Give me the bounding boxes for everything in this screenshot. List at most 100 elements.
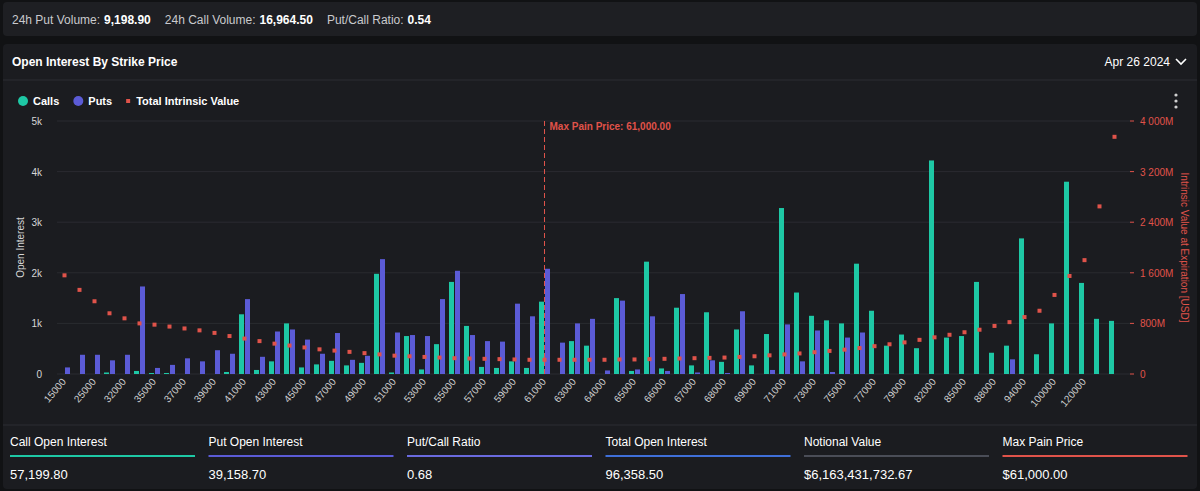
bar bbox=[1094, 319, 1099, 374]
y-tick-label: 2k bbox=[31, 268, 43, 279]
point bbox=[663, 357, 667, 361]
bar bbox=[164, 373, 169, 374]
bar bbox=[860, 333, 865, 374]
panel-title: Open Interest By Strike Price bbox=[12, 55, 178, 69]
bar bbox=[809, 316, 814, 374]
summary-value: 16,964.50 bbox=[260, 13, 314, 27]
point bbox=[918, 338, 922, 342]
bar bbox=[1010, 359, 1015, 374]
point bbox=[618, 357, 622, 361]
point bbox=[1098, 204, 1102, 208]
stat-value: 57,199.80 bbox=[10, 467, 68, 482]
bar bbox=[530, 316, 535, 374]
legend-label: Total Intrinsic Value bbox=[136, 95, 239, 107]
menu-dot[interactable] bbox=[1174, 93, 1177, 96]
x-tick-label: 100000 bbox=[1028, 376, 1058, 409]
point bbox=[858, 346, 862, 350]
x-tick-label: 63000 bbox=[552, 376, 579, 405]
bar bbox=[935, 374, 940, 375]
point bbox=[678, 357, 682, 361]
summary-label: 24h Call Volume: bbox=[165, 13, 256, 27]
bar bbox=[554, 374, 559, 375]
bar bbox=[194, 374, 199, 375]
x-tick-label: 65000 bbox=[612, 376, 639, 405]
point bbox=[288, 344, 292, 348]
bar bbox=[89, 374, 94, 375]
point bbox=[108, 311, 112, 315]
annotation-label: Max Pain Price: 61,000.00 bbox=[550, 121, 672, 132]
point bbox=[963, 330, 967, 334]
point bbox=[843, 348, 847, 352]
bar bbox=[350, 360, 355, 374]
point bbox=[768, 353, 772, 357]
y-tick-label: 0 bbox=[36, 369, 42, 380]
menu-dot[interactable] bbox=[1174, 105, 1177, 108]
bar bbox=[65, 367, 70, 374]
stat-label: Max Pain Price bbox=[1003, 435, 1084, 449]
max-pain-line bbox=[544, 121, 545, 374]
stat-value: 0.68 bbox=[407, 467, 432, 482]
bar bbox=[575, 323, 580, 374]
bar bbox=[149, 373, 154, 374]
point bbox=[603, 358, 607, 362]
legend-label: Calls bbox=[33, 95, 59, 107]
bar bbox=[245, 299, 250, 374]
y2-tick-label: 0 bbox=[1140, 369, 1146, 380]
y2-tick bbox=[1130, 222, 1134, 223]
point bbox=[558, 358, 562, 362]
bar bbox=[665, 371, 670, 374]
point bbox=[1008, 320, 1012, 324]
bar bbox=[884, 346, 889, 374]
point bbox=[153, 323, 157, 327]
y2-tick bbox=[1130, 121, 1134, 122]
point bbox=[318, 347, 322, 351]
bar bbox=[569, 341, 574, 374]
point bbox=[648, 357, 652, 361]
bar bbox=[1025, 374, 1030, 375]
date-select[interactable]: Apr 26 2024 bbox=[1105, 55, 1171, 69]
bar bbox=[824, 320, 829, 374]
bar bbox=[875, 374, 880, 375]
menu-dot[interactable] bbox=[1174, 99, 1177, 102]
legend-marker bbox=[73, 96, 83, 106]
point bbox=[513, 357, 517, 361]
stat-value: $6,163,431,732.67 bbox=[804, 467, 912, 482]
bar bbox=[845, 338, 850, 374]
x-tick-label: 37000 bbox=[162, 376, 189, 405]
bar bbox=[989, 353, 994, 374]
x-tick-label: 77000 bbox=[852, 376, 879, 405]
bar bbox=[689, 365, 694, 374]
x-tick-label: 59000 bbox=[492, 376, 519, 405]
bar bbox=[599, 374, 604, 375]
panel bbox=[3, 44, 1197, 489]
bar bbox=[590, 319, 595, 374]
bar bbox=[269, 361, 274, 374]
point bbox=[498, 357, 502, 361]
y2-tick-label: 1 600M bbox=[1140, 268, 1173, 279]
point bbox=[303, 345, 307, 349]
bar bbox=[869, 311, 874, 374]
bar bbox=[119, 374, 124, 375]
bar bbox=[479, 367, 484, 374]
bar bbox=[680, 294, 685, 374]
bar bbox=[110, 360, 115, 374]
point bbox=[138, 321, 142, 325]
legend-marker bbox=[126, 99, 130, 103]
point bbox=[798, 351, 802, 355]
bar bbox=[200, 361, 205, 374]
bar bbox=[779, 208, 784, 374]
dropdown-chevron[interactable] bbox=[1176, 59, 1186, 64]
bar bbox=[674, 308, 679, 374]
bar bbox=[209, 374, 214, 375]
x-tick-label: 79000 bbox=[882, 376, 909, 405]
bar bbox=[275, 331, 280, 374]
bar bbox=[464, 326, 469, 374]
point bbox=[633, 357, 637, 361]
point bbox=[1068, 274, 1072, 278]
bar bbox=[830, 372, 835, 374]
bar bbox=[1115, 374, 1120, 375]
stat-label: Put Open Interest bbox=[209, 435, 304, 449]
stat-underline bbox=[804, 455, 989, 457]
point bbox=[483, 357, 487, 361]
bar bbox=[395, 333, 400, 374]
